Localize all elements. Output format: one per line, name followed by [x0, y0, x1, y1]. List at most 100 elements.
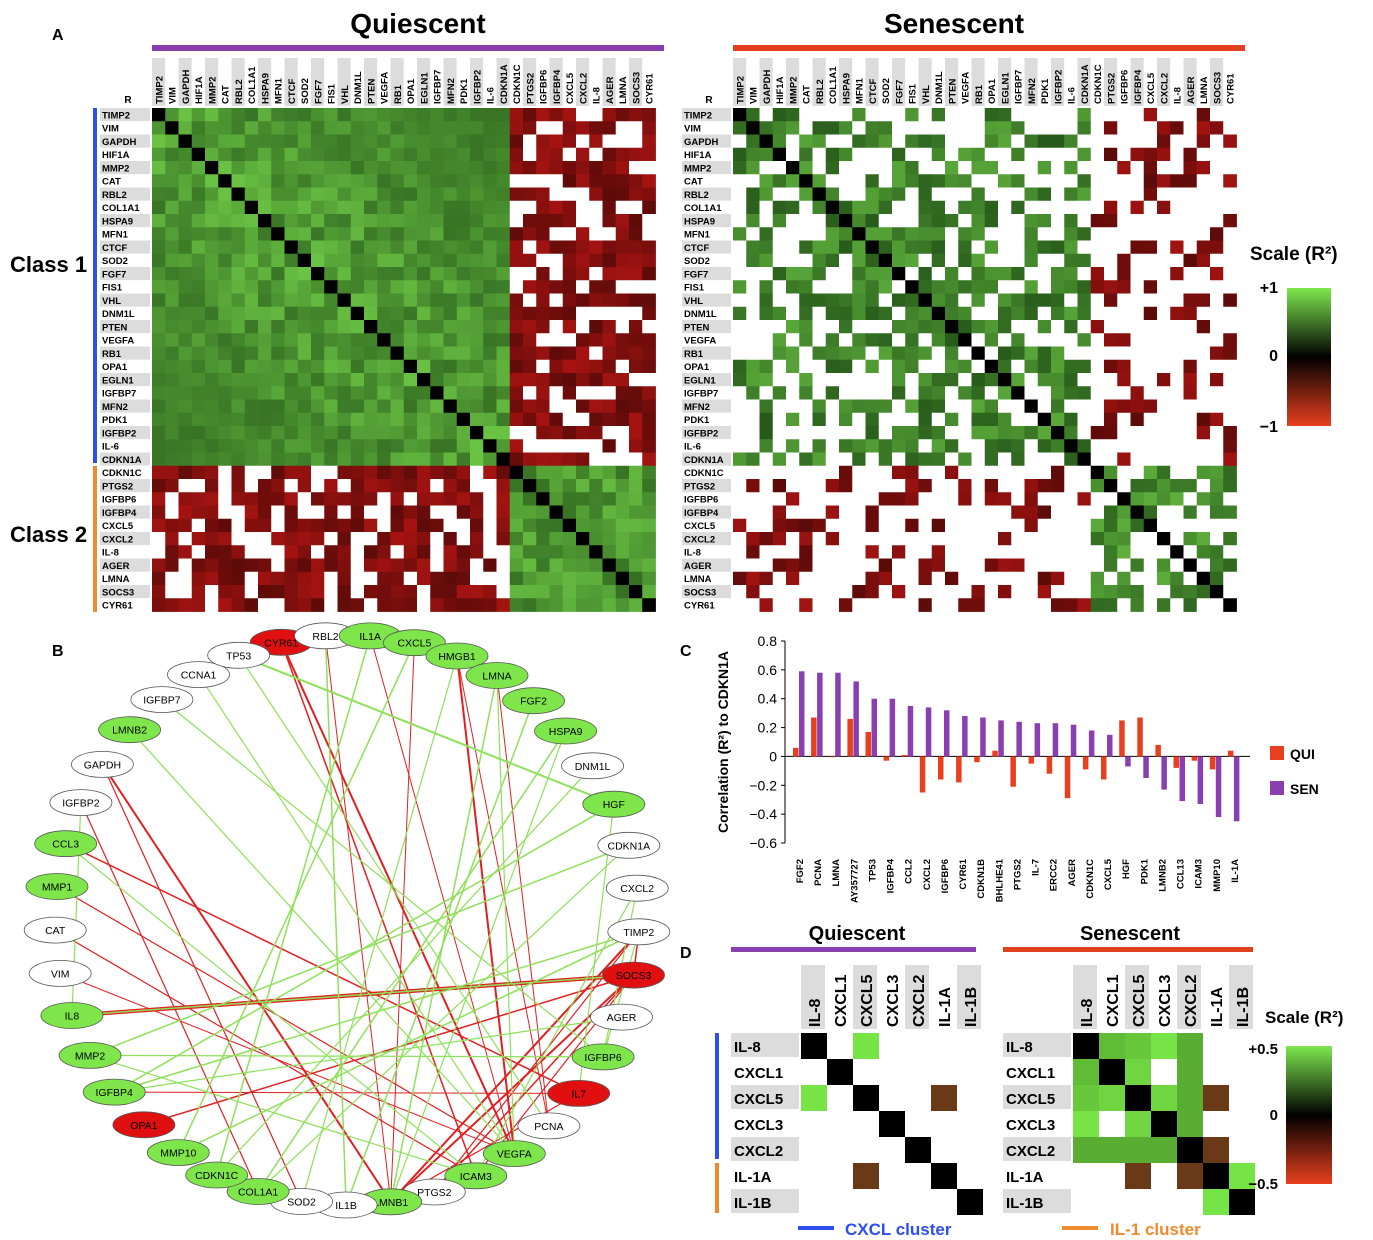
matrix-cell: [918, 558, 933, 573]
matrix-cell: [615, 359, 630, 374]
matrix-cell: [772, 465, 787, 480]
matrix-cell: [642, 359, 656, 374]
matrix-cell: [403, 293, 418, 308]
matrix-cell: [271, 227, 285, 241]
matrix-cell: [945, 253, 959, 268]
row-label-bg: [682, 161, 731, 175]
matrix-cell: [178, 134, 193, 149]
matrix-cell: [244, 426, 259, 440]
d-col-label: IL-8: [807, 998, 824, 1027]
d-col-label-bg: [1099, 965, 1123, 1029]
matrix-cell: [350, 373, 365, 387]
matrix-cell: [244, 479, 259, 493]
matrix-cell: [642, 465, 656, 480]
matrix-cell: [1210, 293, 1224, 308]
matrix-cell: [1210, 505, 1224, 520]
row-label-bg: [682, 108, 731, 122]
matrix-cell: [865, 412, 880, 427]
matrix-cell: [191, 227, 206, 241]
matrix-cell: [244, 187, 259, 202]
matrix-cell: [812, 108, 827, 122]
col-label: CDKN1C: [512, 64, 523, 104]
matrix-cell: [852, 545, 866, 559]
matrix-cell: [523, 571, 537, 586]
matrix-cell: [271, 333, 285, 347]
matrix-cell: [496, 585, 511, 599]
col-label: CXCL2: [578, 73, 589, 104]
d-cell: [1151, 1059, 1177, 1085]
matrix-cell: [536, 147, 550, 162]
matrix-cell: [1077, 147, 1092, 162]
col-label: HIF1A: [194, 76, 205, 104]
matrix-cell: [244, 214, 259, 228]
matrix-cell: [536, 121, 550, 135]
matrix-cell: [629, 359, 643, 374]
matrix-cell: [759, 359, 774, 374]
matrix-cell: [165, 585, 179, 599]
matrix-cell: [1196, 585, 1211, 599]
matrix-cell: [786, 227, 800, 241]
network-edge: [602, 931, 640, 1058]
panel-label-d: D: [680, 945, 692, 962]
matrix-cell: [1037, 346, 1052, 361]
matrix-cell: [191, 505, 206, 520]
matrix-cell: [271, 214, 285, 228]
matrix-cell: [324, 585, 338, 599]
matrix-cell: [443, 200, 458, 215]
col-label: RB1: [393, 84, 404, 104]
matrix-cell: [1064, 108, 1078, 122]
matrix-cell: [1196, 240, 1211, 255]
matrix-cell: [1170, 161, 1184, 175]
matrix-cell: [1130, 518, 1145, 533]
row-label-bg: [100, 174, 150, 188]
matrix-cell: [350, 399, 365, 414]
col-label-bg: [892, 58, 906, 106]
matrix-cell: [271, 147, 285, 162]
network-edge: [324, 635, 347, 1206]
matrix-cell: [218, 147, 232, 162]
row-label-bg: [100, 108, 150, 122]
row-label-bg: [100, 452, 150, 466]
matrix-cell: [403, 121, 418, 135]
matrix-cell: [971, 134, 986, 149]
network-node-label: LMNB1: [373, 1197, 408, 1209]
matrix-cell: [1104, 479, 1118, 493]
matrix-cell: [1064, 558, 1078, 573]
matrix-cell: [852, 121, 866, 135]
matrix-cell: [998, 545, 1012, 559]
matrix-cell: [364, 359, 378, 374]
matrix-cell: [191, 426, 206, 440]
x-tick-label: PCNA: [813, 859, 824, 886]
matrix-cell: [998, 187, 1012, 202]
matrix-cell: [403, 253, 418, 268]
matrix-cell: [165, 399, 179, 414]
matrix-cell: [523, 532, 537, 546]
matrix-cell: [390, 108, 405, 122]
network-edge: [280, 642, 477, 1177]
corner-label-left: R: [124, 95, 132, 106]
row-label-bg: [100, 465, 150, 479]
matrix-cell: [1117, 306, 1131, 321]
matrix-cell: [958, 108, 972, 122]
matrix-cell: [205, 200, 219, 215]
matrix-cell: [1024, 571, 1039, 586]
matrix-cell: [165, 571, 179, 586]
matrix-cell: [536, 532, 550, 546]
matrix-cell: [364, 214, 378, 228]
d-col-label-bg: [1151, 965, 1175, 1029]
matrix-cell: [456, 518, 471, 533]
col-label: PTEN: [366, 79, 377, 104]
matrix-cell: [1223, 320, 1237, 334]
col-label-bg: [1170, 58, 1184, 106]
matrix-cell: [772, 293, 787, 308]
matrix-cell: [430, 174, 444, 188]
matrix-cell: [390, 571, 405, 586]
row-label: CYR61: [102, 601, 133, 612]
matrix-cell: [324, 187, 338, 202]
matrix-cell: [839, 558, 853, 573]
matrix-cell: [562, 505, 577, 520]
matrix-cell: [152, 174, 166, 188]
matrix-cell: [786, 585, 800, 599]
matrix-cell: [772, 598, 787, 612]
matrix-cell: [443, 147, 458, 162]
